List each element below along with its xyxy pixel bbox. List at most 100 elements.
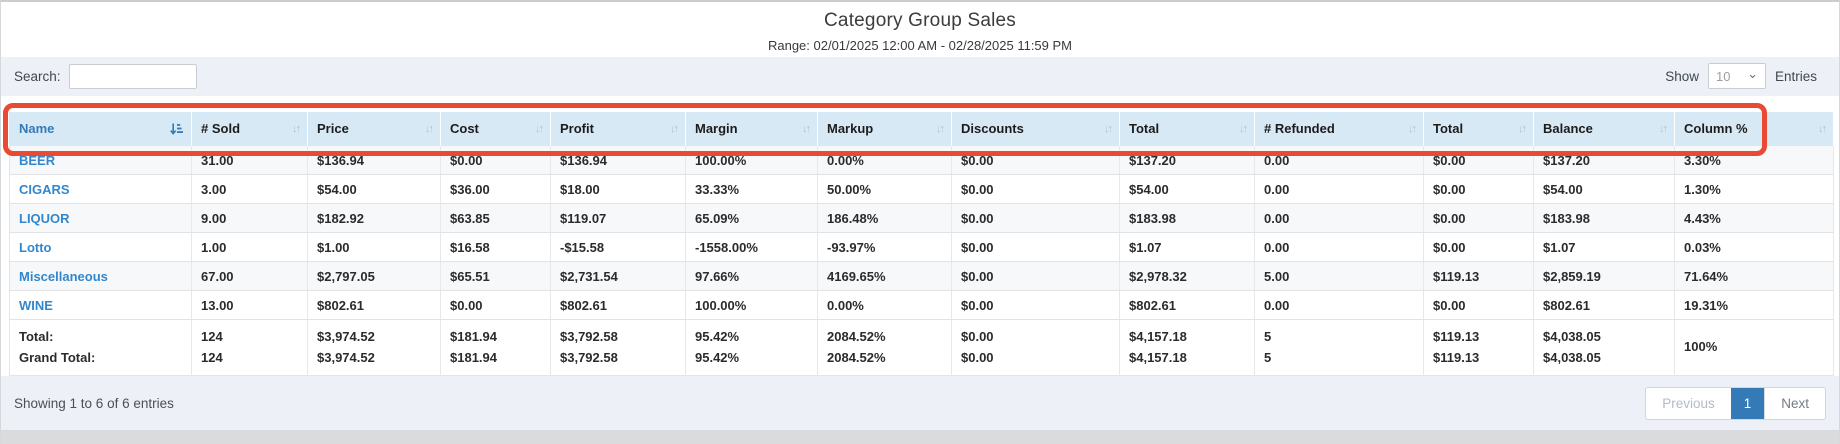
sort-both-icon: ↓↑ — [1518, 122, 1527, 135]
cell: $0.00 — [1423, 203, 1534, 234]
column-header-profit-4[interactable]: Profit ↓↑ — [550, 111, 686, 146]
totals-cell: $3,792.58 $3,792.58 — [550, 319, 686, 376]
column-header-cost-3[interactable]: Cost ↓↑ — [440, 111, 551, 146]
total-value: 124 — [201, 329, 223, 345]
cell: $18.00 — [550, 174, 686, 205]
category-link[interactable]: CIGARS — [19, 181, 70, 197]
column-label: Discounts — [961, 121, 1024, 137]
cell: $136.94 — [550, 145, 686, 176]
table-row: BEER 31.00 $136.94 $0.00 $136.94 100.00% 0.00%… — [9, 145, 1834, 176]
pagination-page-1-button[interactable]: 1 — [1730, 387, 1765, 419]
cell: 100.00% — [685, 145, 818, 176]
category-link[interactable]: WINE — [19, 297, 53, 313]
name-cell: Lotto — [9, 232, 192, 263]
total-value: $119.13 — [1433, 329, 1480, 345]
total-value: $4,038.05 — [1543, 329, 1601, 345]
name-cell: WINE — [9, 290, 192, 321]
page-size-select[interactable]: 10 ⌄ — [1707, 63, 1766, 90]
cell: 0.00 — [1254, 290, 1424, 321]
totals-cell: 124 124 — [191, 319, 308, 376]
totals-cell: $119.13 $119.13 — [1423, 319, 1534, 376]
sort-both-icon: ↓↑ — [802, 122, 811, 135]
column-header-column-12[interactable]: Column % ↓↑ — [1674, 111, 1834, 146]
cell: 1.30% — [1674, 174, 1834, 205]
cell: $65.51 — [440, 261, 551, 292]
cell: 0.00 — [1254, 174, 1424, 205]
column-label: Margin — [695, 121, 738, 137]
column-header-price-2[interactable]: Price ↓↑ — [307, 111, 441, 146]
column-header-name-0[interactable]: Name — [9, 111, 192, 146]
page-size-control: Show 10 ⌄ Entries — [1656, 63, 1826, 90]
category-link[interactable]: BEER — [19, 152, 56, 168]
cell: $1.07 — [1533, 232, 1675, 263]
grand-total-value: $4,038.05 — [1543, 349, 1601, 365]
column-label: Name — [19, 121, 55, 137]
cell: $2,731.54 — [550, 261, 686, 292]
column-header-refunded-9[interactable]: # Refunded ↓↑ — [1254, 111, 1424, 146]
cell: 19.31% — [1674, 290, 1834, 321]
grand-total-value: 5 — [1264, 349, 1272, 365]
cell: 67.00 — [191, 261, 308, 292]
cell: $0.00 — [1423, 290, 1534, 321]
pagination-previous-button[interactable]: Previous — [1662, 395, 1715, 411]
name-cell: LIQUOR — [9, 203, 192, 234]
column-label: Total — [1433, 121, 1464, 137]
grand-total-value: $3,792.58 — [560, 349, 618, 365]
table-info-bar: Showing 1 to 6 of 6 entries Previous 1 N… — [1, 375, 1839, 431]
grand-total-value: $181.94 — [450, 349, 497, 365]
column-label: # Sold — [201, 121, 241, 137]
table-footer: Total: Grand Total: 124 124 $3,974.52 $3,974.… — [9, 319, 1834, 376]
totals-cell: $4,038.05 $4,038.05 — [1533, 319, 1675, 376]
cell: $119.07 — [550, 203, 686, 234]
column-label: Profit — [560, 121, 594, 137]
cell: $802.61 — [1533, 290, 1675, 321]
cell: $119.13 — [1423, 261, 1534, 292]
cell: $136.94 — [307, 145, 441, 176]
cell: $54.00 — [307, 174, 441, 205]
cell: 0.00 — [1254, 145, 1424, 176]
pagination-next-button[interactable]: Next — [1764, 387, 1825, 419]
bottom-edge — [1, 430, 1839, 444]
column-header-discounts-7[interactable]: Discounts ↓↑ — [951, 111, 1120, 146]
cell: -$15.58 — [550, 232, 686, 263]
cell: $0.00 — [951, 290, 1120, 321]
cell: $36.00 — [440, 174, 551, 205]
total-value: $3,974.52 — [317, 329, 375, 345]
cell: $54.00 — [1119, 174, 1255, 205]
column-header-total-8[interactable]: Total ↓↑ — [1119, 111, 1255, 146]
name-cell: Miscellaneous — [9, 261, 192, 292]
cell: $0.00 — [1423, 174, 1534, 205]
showing-info: Showing 1 to 6 of 6 entries — [14, 395, 174, 411]
cell: 0.00 — [1254, 232, 1424, 263]
category-link[interactable]: LIQUOR — [19, 210, 70, 226]
category-link[interactable]: Miscellaneous — [19, 268, 108, 284]
cell: $182.92 — [307, 203, 441, 234]
column-header-margin-5[interactable]: Margin ↓↑ — [685, 111, 818, 146]
report-header: Category Group Sales Range: 02/01/2025 1… — [1, 2, 1839, 57]
total-label: Total: — [19, 329, 54, 345]
grand-total-value: 2084.52% — [827, 349, 886, 365]
cell: $0.00 — [951, 232, 1120, 263]
cell: $0.00 — [951, 174, 1120, 205]
category-link[interactable]: Lotto — [19, 239, 52, 255]
header-row: Name # Sold ↓↑ Price ↓↑ Cost ↓↑ Profit ↓↑ Margin ↓… — [9, 111, 1834, 146]
category-group-sales-table: Name # Sold ↓↑ Price ↓↑ Cost ↓↑ Profit ↓↑ Margin ↓… — [9, 111, 1834, 376]
sort-both-icon: ↓↑ — [1659, 122, 1668, 135]
totals-cell: 95.42% 95.42% — [685, 319, 818, 376]
column-header-sold-1[interactable]: # Sold ↓↑ — [191, 111, 308, 146]
column-header-total-10[interactable]: Total ↓↑ — [1423, 111, 1534, 146]
column-header-balance-11[interactable]: Balance ↓↑ — [1533, 111, 1675, 146]
sort-both-icon: ↓↑ — [1239, 122, 1248, 135]
column-header-markup-6[interactable]: Markup ↓↑ — [817, 111, 952, 146]
sort-both-icon: ↓↑ — [1818, 122, 1827, 135]
cell: $63.85 — [440, 203, 551, 234]
cell: $0.00 — [951, 261, 1120, 292]
total-value: $181.94 — [450, 329, 497, 345]
totals-label-cell: Total: Grand Total: — [9, 319, 192, 376]
sort-both-icon: ↓↑ — [1104, 122, 1113, 135]
cell: 0.00 — [1254, 203, 1424, 234]
grand-total-value: $3,974.52 — [317, 349, 375, 365]
cell: 5.00 — [1254, 261, 1424, 292]
search-input[interactable] — [68, 63, 197, 89]
